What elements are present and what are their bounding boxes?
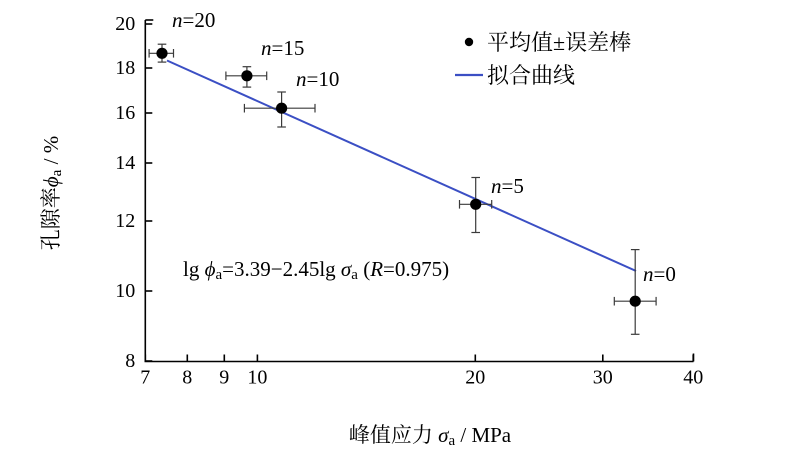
svg-text:n=15: n=15 <box>261 36 304 60</box>
svg-text:n=10: n=10 <box>296 67 339 91</box>
svg-text:9: 9 <box>219 367 229 389</box>
svg-text:20: 20 <box>465 367 485 389</box>
svg-text:10: 10 <box>247 367 267 389</box>
svg-text:30: 30 <box>593 367 613 389</box>
svg-text:40: 40 <box>683 367 703 389</box>
svg-text:7: 7 <box>140 367 150 389</box>
svg-text:12: 12 <box>115 210 135 232</box>
svg-text:拟合曲线: 拟合曲线 <box>487 63 575 88</box>
svg-text:峰值应力 σa / MPa: 峰值应力 σa / MPa <box>349 423 512 449</box>
svg-text:平均值±误差棒: 平均值±误差棒 <box>487 30 631 55</box>
svg-text:8: 8 <box>125 350 135 372</box>
svg-text:20: 20 <box>115 13 135 35</box>
svg-text:10: 10 <box>115 280 135 302</box>
svg-text:n=5: n=5 <box>491 174 524 198</box>
svg-text:n=0: n=0 <box>643 262 676 286</box>
svg-text:n=20: n=20 <box>172 8 215 32</box>
svg-text:18: 18 <box>115 57 135 79</box>
svg-text:16: 16 <box>115 102 135 124</box>
svg-text:孔隙率ϕa / %: 孔隙率ϕa / % <box>39 136 65 250</box>
svg-text:8: 8 <box>182 367 192 389</box>
svg-text:lg ϕa=3.39−2.45lg σa (R=0.975): lg ϕa=3.39−2.45lg σa (R=0.975) <box>183 257 449 283</box>
svg-text:14: 14 <box>115 152 135 174</box>
